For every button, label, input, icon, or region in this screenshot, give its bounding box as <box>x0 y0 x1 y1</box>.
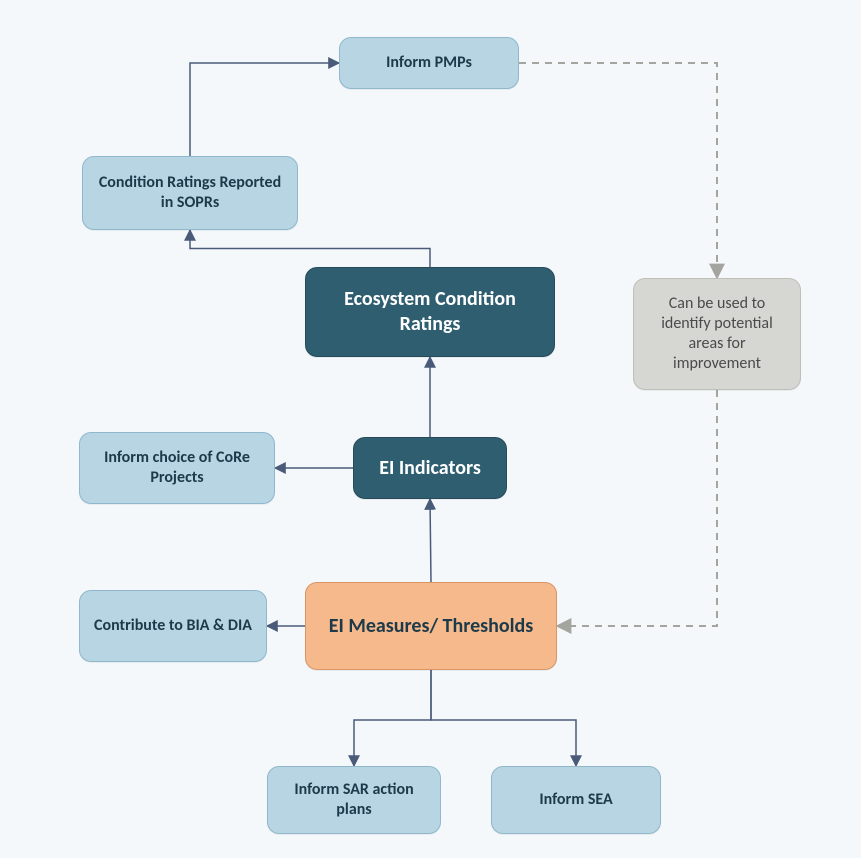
node-label: Inform choice of CoRe Projects <box>90 448 264 488</box>
node-inform-sea: Inform SEA <box>491 766 661 834</box>
edge-ei_measures-to-inform_sea <box>431 670 576 766</box>
edges-layer <box>0 0 861 858</box>
node-label: Inform SEA <box>539 790 612 810</box>
edge-ei_measures-to-inform_sar <box>354 670 431 766</box>
node-label: Ecosystem Condition Ratings <box>316 287 544 337</box>
edge-inform_pmps-to-gray_note <box>519 63 717 278</box>
edge-condition_soprs-to-inform_pmps <box>190 63 339 156</box>
node-label: EI Measures/ Thresholds <box>329 614 533 639</box>
node-inform-core: Inform choice of CoRe Projects <box>79 432 275 504</box>
node-label: Contribute to BIA & DIA <box>94 616 252 636</box>
node-condition-soprs: Condition Ratings Reported in SOPRs <box>82 156 298 230</box>
node-label: Inform SAR action plans <box>278 780 430 820</box>
node-label: Inform PMPs <box>386 53 472 73</box>
node-label: Condition Ratings Reported in SOPRs <box>93 173 287 213</box>
edge-gray_note-to-ei_measures <box>557 390 717 626</box>
node-ei-measures: EI Measures/ Thresholds <box>305 582 557 670</box>
node-ecosystem-ratings: Ecosystem Condition Ratings <box>305 267 555 357</box>
flowchart-canvas: Inform PMPs Condition Ratings Reported in… <box>0 0 861 858</box>
edge-ei_measures-to-ei_indicators <box>430 499 431 582</box>
edge-ecosystem_ratings-to-condition_soprs <box>190 230 430 267</box>
node-label: Can be used to identify potential areas … <box>644 294 790 374</box>
node-inform-pmps: Inform PMPs <box>339 37 519 89</box>
node-label: EI Indicators <box>379 456 481 481</box>
node-contribute-bia: Contribute to BIA & DIA <box>79 590 267 662</box>
node-gray-note: Can be used to identify potential areas … <box>633 278 801 390</box>
node-inform-sar: Inform SAR action plans <box>267 766 441 834</box>
node-ei-indicators: EI Indicators <box>353 437 507 499</box>
